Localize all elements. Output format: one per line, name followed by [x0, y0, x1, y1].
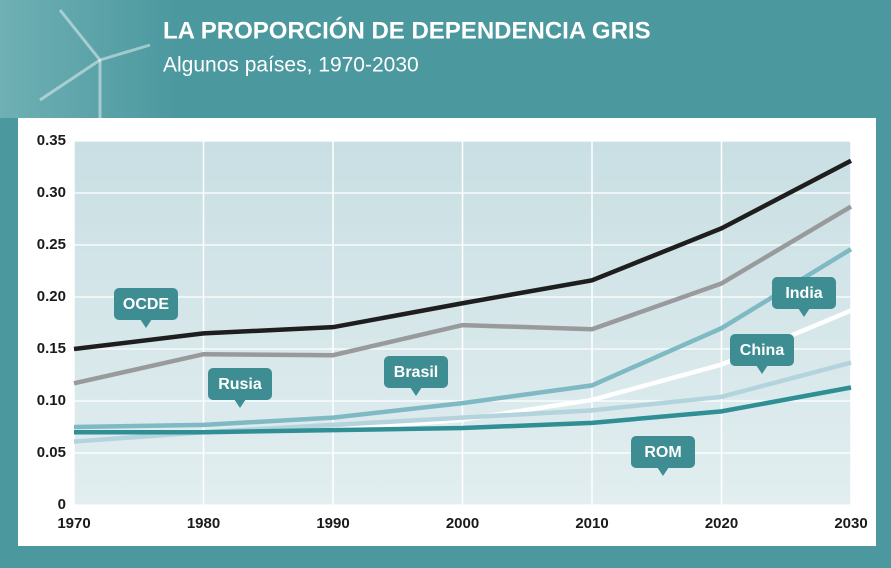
x-tick-label: 2010	[575, 515, 608, 532]
legend-label: OCDE	[123, 296, 170, 313]
x-tick-label: 1980	[187, 515, 220, 532]
legend-label: Brasil	[394, 364, 438, 381]
legend-label: China	[740, 342, 785, 359]
x-tick-label: 2020	[705, 515, 738, 532]
legend-label: India	[785, 285, 822, 302]
x-tick-label: 2030	[834, 515, 867, 532]
y-tick-label: 0.15	[37, 340, 66, 357]
y-tick-label: 0.25	[37, 236, 66, 253]
y-tick-label: 0.20	[37, 288, 66, 305]
y-tick-label: 0.35	[37, 132, 66, 149]
legend-label: Rusia	[218, 376, 262, 393]
legend-label: ROM	[644, 444, 681, 461]
y-tick-label: 0.10	[37, 392, 66, 409]
x-tick-label: 2000	[446, 515, 479, 532]
x-tick-label: 1990	[316, 515, 349, 532]
y-tick-label: 0.30	[37, 184, 66, 201]
y-tick-label: 0.05	[37, 444, 66, 461]
chart: LA PROPORCIÓN DE DEPENDENCIA GRIS Alguno…	[0, 0, 891, 563]
y-tick-label: 0	[58, 496, 66, 513]
title: LA PROPORCIÓN DE DEPENDENCIA GRIS	[163, 16, 651, 44]
subtitle: Algunos países, 1970-2030	[163, 54, 419, 77]
x-tick-label: 1970	[57, 515, 90, 532]
